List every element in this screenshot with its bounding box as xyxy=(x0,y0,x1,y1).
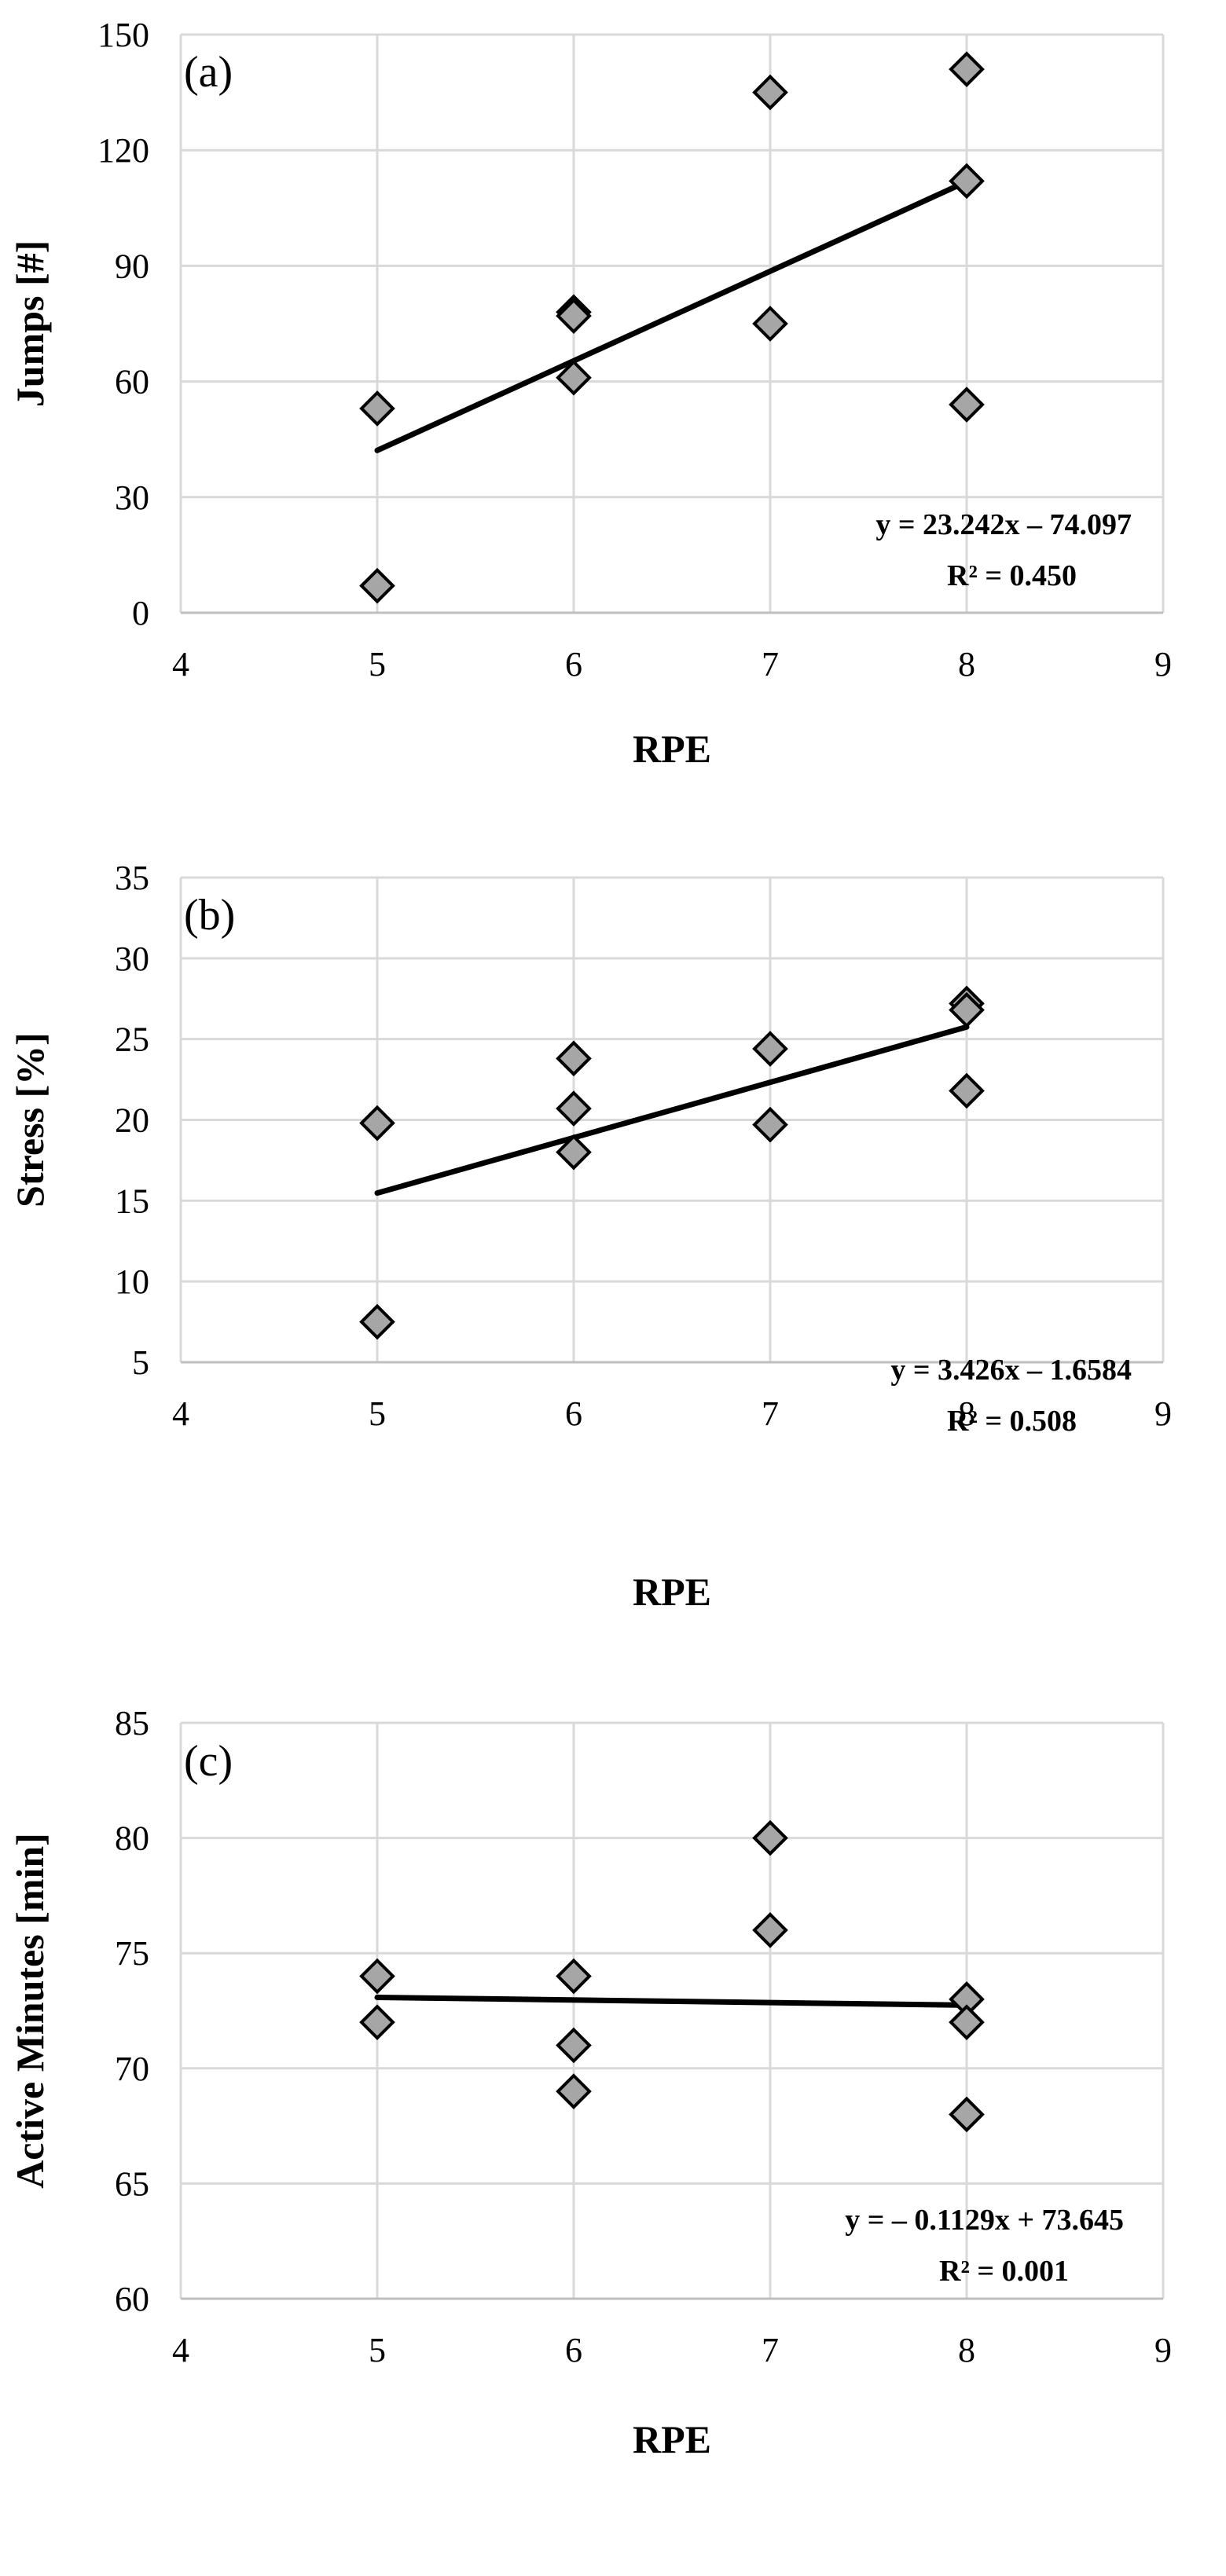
trendline xyxy=(374,1994,970,2008)
x-tick-label: 4 xyxy=(172,645,189,683)
data-point xyxy=(949,991,985,1028)
y-tick-label: 60 xyxy=(115,2280,149,2318)
data-point xyxy=(556,298,592,335)
chart-panel-a: 0 30 60 90 120 150 4 5 6 7 8 9 RPE Jumps [#] (a) y = 23… xyxy=(8,16,1172,771)
x-tick-label: 7 xyxy=(762,1394,779,1433)
x-tick-label: 9 xyxy=(1154,2331,1172,2369)
panel-label: (c) xyxy=(184,1737,233,1786)
data-point xyxy=(556,1134,592,1171)
data-point xyxy=(556,359,592,396)
trendline-equation: y = 23.242x – 74.097 xyxy=(875,508,1132,541)
data-point xyxy=(949,2004,985,2040)
data-point xyxy=(556,1040,592,1077)
y-axis-title: Stress [%] xyxy=(8,1032,52,1207)
data-point xyxy=(359,567,395,604)
x-tick-label: 5 xyxy=(369,645,386,683)
y-tick-label: 150 xyxy=(97,16,149,54)
x-tick-label: 8 xyxy=(958,2331,975,2369)
panel-label: (b) xyxy=(184,891,235,940)
data-point xyxy=(949,1072,985,1109)
data-point xyxy=(752,1031,788,1067)
y-tick-label: 15 xyxy=(115,1182,149,1220)
x-tick-label: 7 xyxy=(762,2331,779,2369)
r-squared-label: R² = 0.001 xyxy=(939,2255,1069,2288)
trendline-equation: y = 3.426x – 1.6584 xyxy=(890,1354,1132,1387)
y-tick-label: 25 xyxy=(115,1021,149,1059)
trendline xyxy=(374,178,970,453)
x-tick-label: 6 xyxy=(565,645,582,683)
x-tick-label: 5 xyxy=(369,1394,386,1433)
y-tick-label: 30 xyxy=(115,478,149,517)
x-tick-label: 8 xyxy=(958,645,975,683)
data-point xyxy=(359,1958,395,1995)
x-tick-label: 9 xyxy=(1154,645,1172,683)
data-point xyxy=(556,1958,592,1995)
data-point xyxy=(359,2004,395,2040)
data-point xyxy=(752,306,788,342)
chart-panel-c: 60 65 70 75 80 85 4 5 6 7 8 9 RPE Active Minutes [min… xyxy=(8,1704,1172,2461)
y-tick-label: 75 xyxy=(115,1934,149,1973)
x-tick-label: 8 xyxy=(958,1394,975,1433)
x-tick-label: 9 xyxy=(1154,1394,1172,1433)
data-point xyxy=(359,1105,395,1141)
x-tick-label: 6 xyxy=(565,2331,582,2369)
y-tick-label: 120 xyxy=(97,131,149,170)
y-tick-label: 70 xyxy=(115,2050,149,2088)
data-point xyxy=(752,1912,788,1948)
r-squared-label: R² = 0.508 xyxy=(947,1405,1077,1438)
data-point xyxy=(949,387,985,423)
y-tick-label: 60 xyxy=(115,363,149,401)
x-axis-title: RPE xyxy=(633,2417,711,2461)
data-point xyxy=(752,1106,788,1143)
y-tick-label: 5 xyxy=(132,1343,149,1382)
r-squared-label: R² = 0.450 xyxy=(947,559,1077,592)
y-tick-label: 10 xyxy=(115,1262,149,1301)
y-tick-label: 65 xyxy=(115,2164,149,2203)
x-tick-label: 6 xyxy=(565,1394,582,1433)
trendline xyxy=(374,1024,970,1196)
x-tick-label: 7 xyxy=(762,645,779,683)
panel-label: (a) xyxy=(184,48,233,97)
y-tick-label: 20 xyxy=(115,1101,149,1140)
y-tick-label: 0 xyxy=(132,594,149,632)
x-tick-label: 4 xyxy=(172,2331,189,2369)
y-tick-label: 80 xyxy=(115,1819,149,1858)
data-point xyxy=(556,2027,592,2064)
y-axis-title: Jumps [#] xyxy=(8,240,52,408)
y-tick-label: 35 xyxy=(115,859,149,897)
trendline-equation: y = – 0.1129x + 73.645 xyxy=(845,2204,1124,2237)
x-tick-label: 4 xyxy=(172,1394,189,1433)
data-point xyxy=(556,1090,592,1127)
x-axis-title: RPE xyxy=(633,1570,711,1614)
data-point xyxy=(359,390,395,427)
y-tick-label: 85 xyxy=(115,1704,149,1742)
data-point xyxy=(752,1819,788,1856)
x-tick-label: 5 xyxy=(369,2331,386,2369)
data-point xyxy=(949,163,985,200)
data-point xyxy=(752,74,788,111)
x-axis-title: RPE xyxy=(633,727,711,771)
data-point xyxy=(556,2073,592,2109)
data-point xyxy=(359,1303,395,1340)
y-tick-label: 30 xyxy=(115,940,149,978)
y-axis-title: Active Minutes [min] xyxy=(8,1833,52,2189)
data-point xyxy=(949,51,985,87)
data-point xyxy=(949,2096,985,2133)
y-tick-label: 90 xyxy=(115,247,149,285)
